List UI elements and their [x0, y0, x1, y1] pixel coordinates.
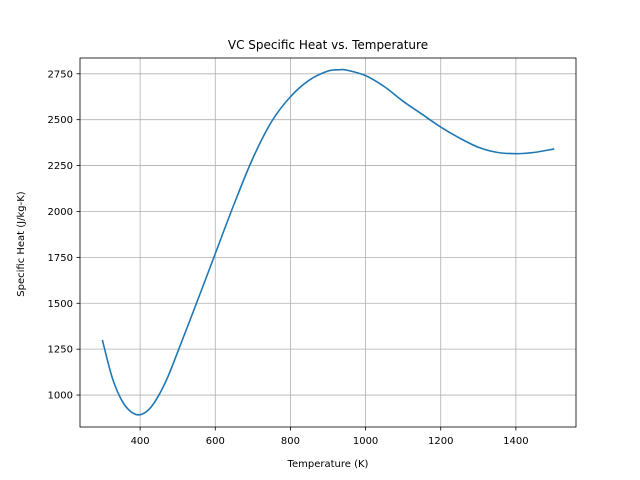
y-tick-label: 1500 — [48, 299, 73, 310]
ticks: 400 600 800 1000 1200 1400 1000 1250 1500 1750 200… — [48, 69, 529, 447]
y-tick-label: 1750 — [48, 253, 73, 264]
x-tick-label: 400 — [131, 436, 150, 447]
y-tick-label: 2500 — [48, 115, 73, 126]
x-tick-label: 800 — [281, 436, 300, 447]
y-axis-label: Specific Heat (J/kg-K) — [16, 191, 27, 297]
x-tick-label: 1000 — [353, 436, 378, 447]
grid — [80, 58, 576, 427]
x-tick-label: 600 — [206, 436, 225, 447]
x-axis-label: Temperature (K) — [287, 459, 369, 470]
y-tick-label: 2750 — [48, 69, 73, 80]
x-tick-label: 1400 — [503, 436, 528, 447]
x-tick-label: 1200 — [428, 436, 453, 447]
chart-title: VC Specific Heat vs. Temperature — [228, 38, 428, 52]
y-tick-label: 1250 — [48, 345, 73, 356]
series — [101, 68, 555, 416]
plot-frame — [79, 57, 577, 428]
y-tick-label: 2250 — [48, 161, 73, 172]
y-tick-label: 1000 — [48, 391, 73, 402]
specific-heat-line — [101, 68, 555, 416]
y-tick-label: 2000 — [48, 207, 73, 218]
